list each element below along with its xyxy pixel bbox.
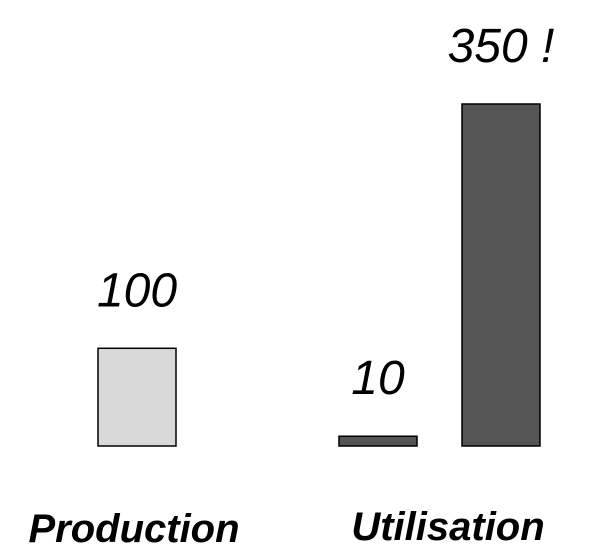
value-labels-layer: 100 10 350 ! [97,20,554,405]
bars-layer [97,103,541,447]
bar-production-0 [97,347,177,447]
bar-utilisation-0 [338,435,418,447]
group-labels-layer: Production Utilisation [28,505,544,548]
value-label-production-0: 100 [97,264,177,317]
group-label-production: Production [28,507,239,548]
bar-utilisation-1 [461,103,541,447]
value-label-utilisation-0: 10 [351,352,405,405]
value-label-utilisation-1: 350 ! [448,20,555,73]
group-label-utilisation: Utilisation [351,505,544,548]
